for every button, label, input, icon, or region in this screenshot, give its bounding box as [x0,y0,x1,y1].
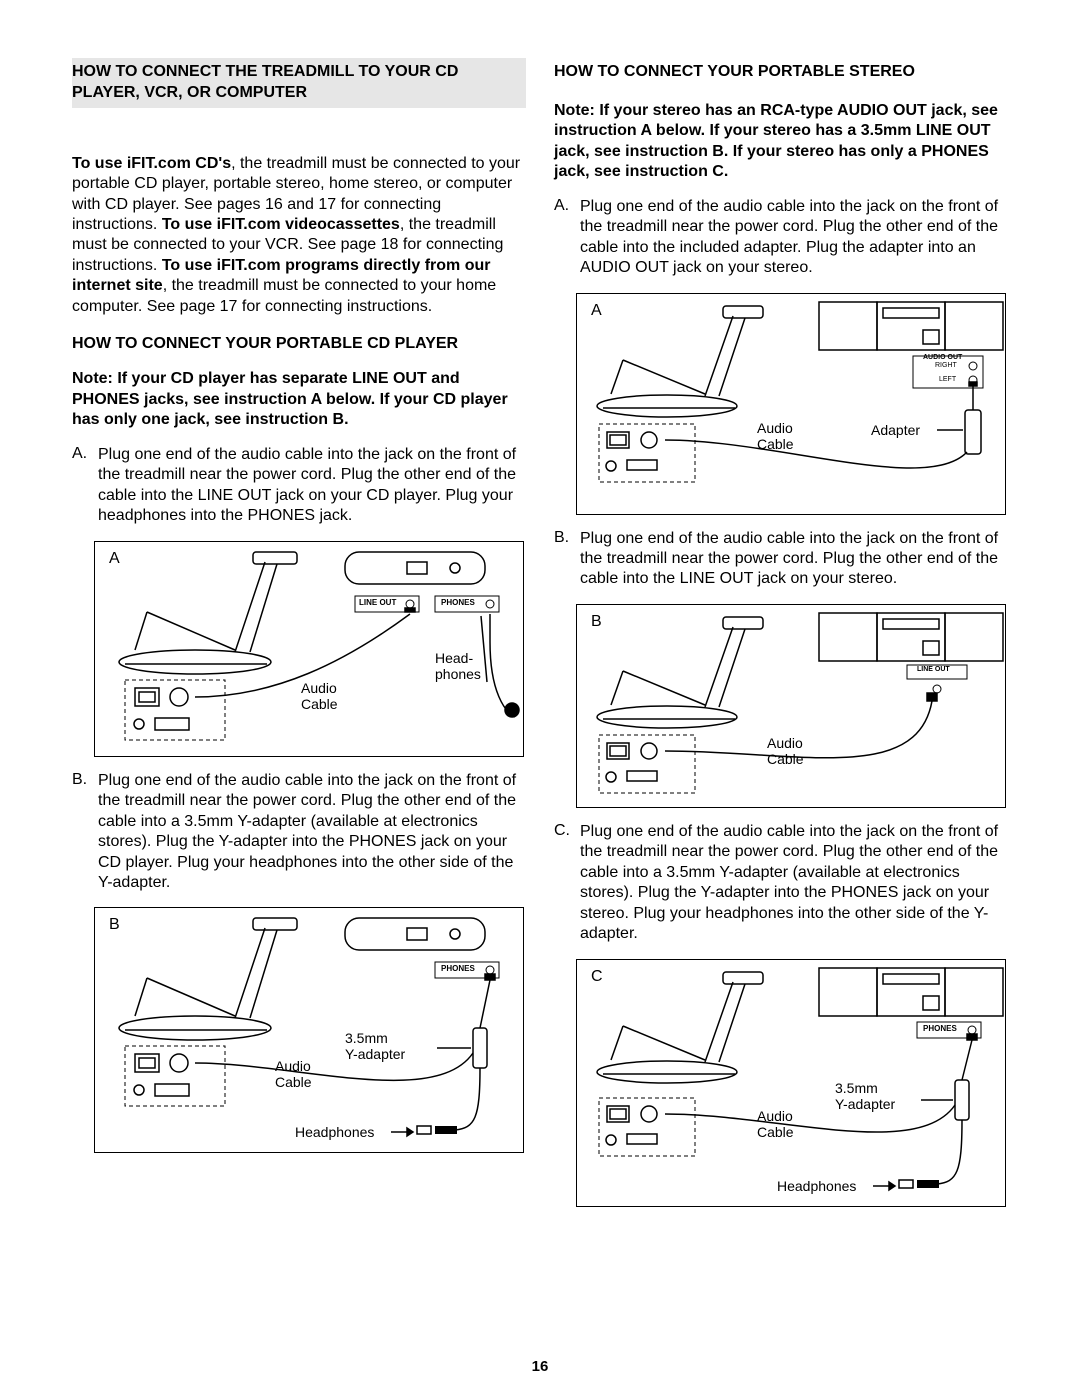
left-note: Note: If your CD player has separate LIN… [72,369,526,430]
left-diagram-b-svg [95,908,525,1154]
right-main-heading: HOW TO CONNECT YOUR PORTABLE STEREO [554,58,1008,87]
page-number: 16 [0,1358,1080,1375]
list-letter-b: B. [554,529,574,590]
left-diagram-a: A LINE OUT PHONES Audio Cable Head- phon… [94,541,524,757]
intro-bold-2: To use iFIT.com videocassettes [162,216,400,233]
phones-label: PHONES [441,964,475,973]
right-diagram-a: A AUDIO OUT RIGHT LEFT Audio Cable Adapt… [576,293,1006,515]
right-item-a: A. Plug one end of the audio cable into … [554,197,1008,279]
right-label: RIGHT [935,362,957,369]
audio-cable-label: Audio Cable [301,680,338,712]
intro-bold-1: To use iFIT.com CD's [72,155,231,172]
left-label: LEFT [939,376,956,383]
list-body-b: Plug one end of the audio cable into the… [580,529,1008,590]
boxletter: A [591,302,602,320]
audio-cable-label: Audio Cable [275,1058,312,1090]
right-item-c: C. Plug one end of the audio cable into … [554,822,1008,945]
audioout-label: AUDIO OUT [923,354,962,361]
list-body-a: Plug one end of the audio cable into the… [98,445,526,527]
list-letter-a: A. [554,197,574,279]
right-column: HOW TO CONNECT YOUR PORTABLE STEREO Note… [554,58,1008,1367]
adapter-label: Adapter [871,422,920,438]
headphones-label: Headphones [777,1178,856,1194]
boxletter: B [591,613,602,631]
boxletter: B [109,916,120,934]
left-diagram-b: B PHONES Audio Cable 3.5mm Y-adapter Hea… [94,907,524,1153]
right-diagram-c: C PHONES Audio Cable 3.5mm Y-adapter Hea… [576,959,1006,1207]
left-column: HOW TO CONNECT THE TREADMILL TO YOUR CD … [72,58,526,1367]
headphones-label: Head- phones [435,650,481,682]
right-diagram-a-svg [577,294,1007,516]
audio-cable-label: Audio Cable [757,1108,794,1140]
right-note: Note: If your stereo has an RCA-type AUD… [554,101,1008,183]
headphones-label: Headphones [295,1124,374,1140]
audio-cable-label: Audio Cable [767,735,804,767]
list-letter-b: B. [72,771,92,894]
left-sub-heading: HOW TO CONNECT YOUR PORTABLE CD PLAYER [72,335,526,353]
boxletter: A [109,550,120,568]
boxletter: C [591,968,603,986]
left-item-b: B. Plug one end of the audio cable into … [72,771,526,894]
phones-label: PHONES [923,1024,957,1033]
list-body-c: Plug one end of the audio cable into the… [580,822,1008,945]
list-letter-c: C. [554,822,574,945]
lineout-label: LINE OUT [917,666,950,673]
list-body-b: Plug one end of the audio cable into the… [98,771,526,894]
intro-paragraph: To use iFIT.com CD's, the treadmill must… [72,154,526,318]
left-main-heading: HOW TO CONNECT THE TREADMILL TO YOUR CD … [72,58,526,108]
phones-label: PHONES [441,598,475,607]
right-diagram-c-svg [577,960,1007,1208]
yadapter-label: 3.5mm Y-adapter [835,1080,895,1112]
lineout-label: LINE OUT [359,598,396,607]
audio-cable-label: Audio Cable [757,420,794,452]
left-item-a: A. Plug one end of the audio cable into … [72,445,526,527]
right-diagram-b: B LINE OUT Audio Cable [576,604,1006,808]
yadapter-label: 3.5mm Y-adapter [345,1030,405,1062]
list-body-a: Plug one end of the audio cable into the… [580,197,1008,279]
right-item-b: B. Plug one end of the audio cable into … [554,529,1008,590]
list-letter-a: A. [72,445,92,527]
manual-page: HOW TO CONNECT THE TREADMILL TO YOUR CD … [0,0,1080,1397]
right-diagram-b-svg [577,605,1007,809]
